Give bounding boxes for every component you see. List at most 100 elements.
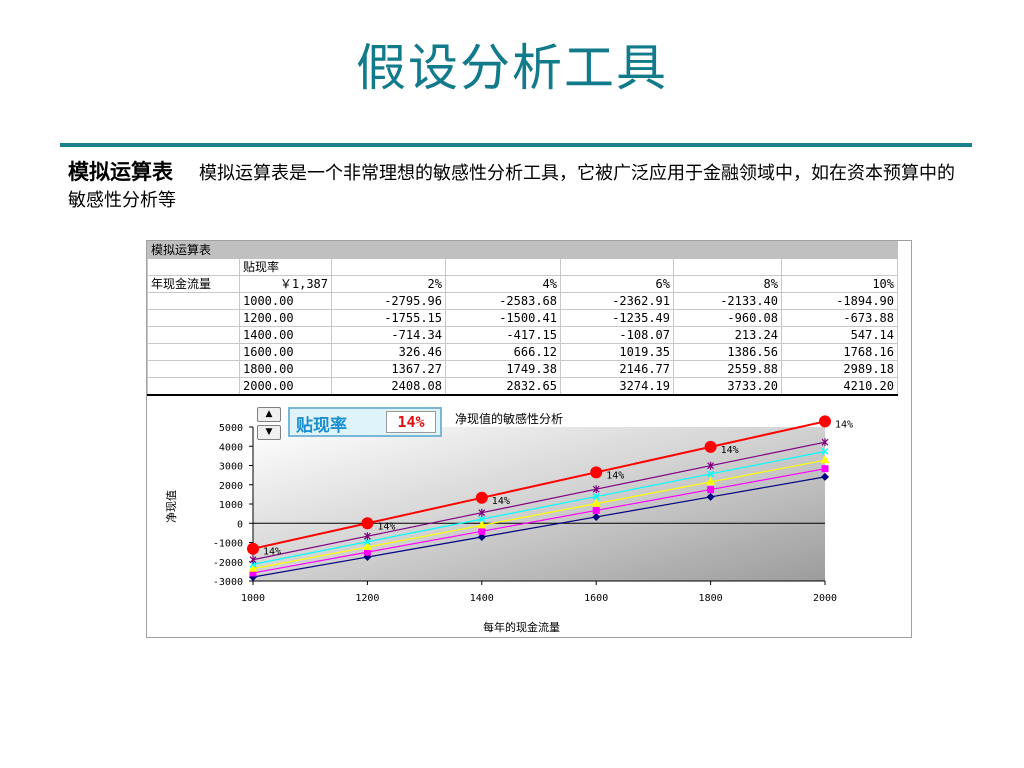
rate-header: 8% bbox=[673, 275, 782, 293]
term-label: 模拟运算表 bbox=[68, 159, 173, 184]
npv-cell: 213.24 bbox=[673, 326, 782, 344]
chart-area: 净现值的敏感性分析 每年的现金流量 净现值 -3000 -2000 -1000 0 10… bbox=[147, 403, 911, 637]
npv-sensitivity-chart: 净现值的敏感性分析 每年的现金流量 净现值 -3000 -2000 -1000 0 10… bbox=[164, 411, 853, 634]
data-point bbox=[821, 438, 829, 447]
npv-cell: 1367.27 bbox=[331, 360, 446, 378]
data-point bbox=[592, 512, 601, 521]
npv-cell: 1019.35 bbox=[560, 343, 674, 361]
data-point bbox=[478, 508, 486, 517]
npv-cell: 2146.77 bbox=[560, 360, 674, 378]
npv-cell: 547.14 bbox=[781, 326, 898, 344]
data-point bbox=[821, 472, 829, 481]
y-axis-label: 净现值 bbox=[164, 490, 178, 523]
data-point bbox=[706, 492, 715, 501]
npv-cell: 2832.65 bbox=[445, 377, 561, 396]
y-tick-label: 4000 bbox=[219, 442, 243, 453]
npv-cell: -2133.40 bbox=[673, 292, 782, 310]
npv-cell: -1500.41 bbox=[445, 309, 561, 327]
cash-flow-cell: 1600.00 bbox=[239, 343, 332, 361]
title-divider bbox=[60, 143, 972, 147]
data-point bbox=[249, 569, 257, 577]
npv-cell: 666.12 bbox=[445, 343, 561, 361]
data-point bbox=[820, 455, 830, 464]
data-point bbox=[363, 532, 371, 541]
description-text: 模拟运算表是一个非常理想的敏感性分析工具，它被广泛应用于金融领域中，如在资本预算… bbox=[68, 163, 955, 211]
data-point bbox=[821, 447, 829, 455]
data-point bbox=[363, 553, 372, 562]
table-row: 1600.00 326.46 666.12 1019.35 1386.56 17… bbox=[147, 343, 898, 361]
rate-label-row: 贴现率 bbox=[147, 258, 898, 276]
data-label: 14% bbox=[377, 521, 395, 532]
data-point bbox=[361, 517, 374, 530]
series-line bbox=[252, 441, 826, 561]
npv-cell: -960.08 bbox=[673, 309, 782, 327]
data-point bbox=[247, 542, 259, 555]
npv-cell: -714.34 bbox=[331, 326, 446, 344]
rate-header: 2% bbox=[331, 275, 446, 293]
npv-cell: -1235.49 bbox=[560, 309, 674, 327]
table-row: 1800.00 1367.27 1749.38 2146.77 2559.88 … bbox=[147, 360, 898, 378]
data-point bbox=[475, 491, 488, 504]
series-line bbox=[252, 450, 826, 565]
npv-cell: 1386.56 bbox=[673, 343, 782, 361]
x-tick-label: 1200 bbox=[355, 593, 379, 604]
rate-header: 4% bbox=[445, 275, 561, 293]
npv-cell: 2989.18 bbox=[781, 360, 898, 378]
npv-cell: 1749.38 bbox=[445, 360, 561, 378]
y-tick-label: 1000 bbox=[219, 500, 243, 511]
table-row: 1000.00 -2795.96 -2583.68 -2362.91 -2133… bbox=[147, 292, 898, 310]
data-point bbox=[707, 461, 715, 470]
data-point bbox=[592, 485, 600, 494]
slide-title: 假设分析工具 bbox=[356, 39, 668, 97]
spin-down-button[interactable]: ▼ bbox=[257, 425, 281, 440]
data-table: 模拟运算表 贴现率 年现金流量 ￥1,387 2% 4% 6% 8% 10% 1… bbox=[147, 241, 898, 396]
table-row: 2000.00 2408.08 2832.65 3274.19 3733.20 … bbox=[147, 377, 898, 396]
data-label: 14% bbox=[492, 496, 510, 507]
row-label-cell: 年现金流量 bbox=[147, 275, 240, 293]
npv-cell: -417.15 bbox=[445, 326, 561, 344]
data-point bbox=[592, 506, 600, 514]
cash-flow-cell: 1400.00 bbox=[239, 326, 332, 344]
data-point bbox=[707, 470, 715, 478]
data-point bbox=[592, 493, 600, 501]
description-paragraph: 模拟运算表 模拟运算表是一个非常理想的敏感性分析工具，它被广泛应用于金融领域中，如… bbox=[68, 158, 968, 214]
npv-cell: -673.88 bbox=[781, 309, 898, 327]
chart-title: 净现值的敏感性分析 bbox=[455, 411, 563, 426]
corner-value-cell: ￥1,387 bbox=[239, 275, 332, 293]
table-row: 1400.00 -714.34 -417.15 -108.07 213.24 5… bbox=[147, 326, 898, 344]
npv-cell: 2408.08 bbox=[331, 377, 446, 396]
data-label: 14% bbox=[721, 445, 739, 456]
data-point bbox=[704, 440, 717, 453]
table-title: 模拟运算表 bbox=[147, 241, 898, 259]
data-point bbox=[248, 563, 258, 572]
npv-cell: -108.07 bbox=[560, 326, 674, 344]
data-point bbox=[363, 548, 371, 556]
y-tick-label: 5000 bbox=[219, 423, 243, 434]
data-point bbox=[362, 542, 372, 551]
spin-up-button[interactable]: ▲ bbox=[257, 407, 281, 422]
x-tick-label: 1000 bbox=[241, 593, 265, 604]
y-tick-label: -1000 bbox=[213, 539, 243, 550]
rate-spinner[interactable]: ▲ ▼ bbox=[257, 407, 283, 443]
x-tick-label: 1600 bbox=[584, 593, 608, 604]
x-axis-label: 每年的现金流量 bbox=[483, 620, 560, 634]
npv-cell: 2559.88 bbox=[673, 360, 782, 378]
cash-flow-cell: 1800.00 bbox=[239, 360, 332, 378]
data-point bbox=[591, 498, 601, 507]
rate-header: 10% bbox=[781, 275, 898, 293]
npv-cell: 1768.16 bbox=[781, 343, 898, 361]
npv-cell: 326.46 bbox=[331, 343, 446, 361]
table-title-row: 模拟运算表 bbox=[147, 241, 898, 259]
cash-flow-cell: 1000.00 bbox=[239, 292, 332, 310]
y-tick-label: -3000 bbox=[213, 577, 243, 588]
spreadsheet-panel: 模拟运算表 贴现率 年现金流量 ￥1,387 2% 4% 6% 8% 10% 1… bbox=[146, 240, 912, 638]
y-tick-label: 3000 bbox=[219, 462, 243, 473]
data-label: 14% bbox=[606, 470, 624, 481]
data-point bbox=[478, 515, 486, 523]
npv-cell: -1755.15 bbox=[331, 309, 446, 327]
series-line bbox=[252, 476, 826, 578]
data-label: 14% bbox=[263, 547, 281, 558]
rate-label-cell: 贴现率 bbox=[239, 258, 332, 276]
rate-display-label: 贴现率 bbox=[296, 416, 347, 436]
data-point bbox=[707, 486, 715, 494]
